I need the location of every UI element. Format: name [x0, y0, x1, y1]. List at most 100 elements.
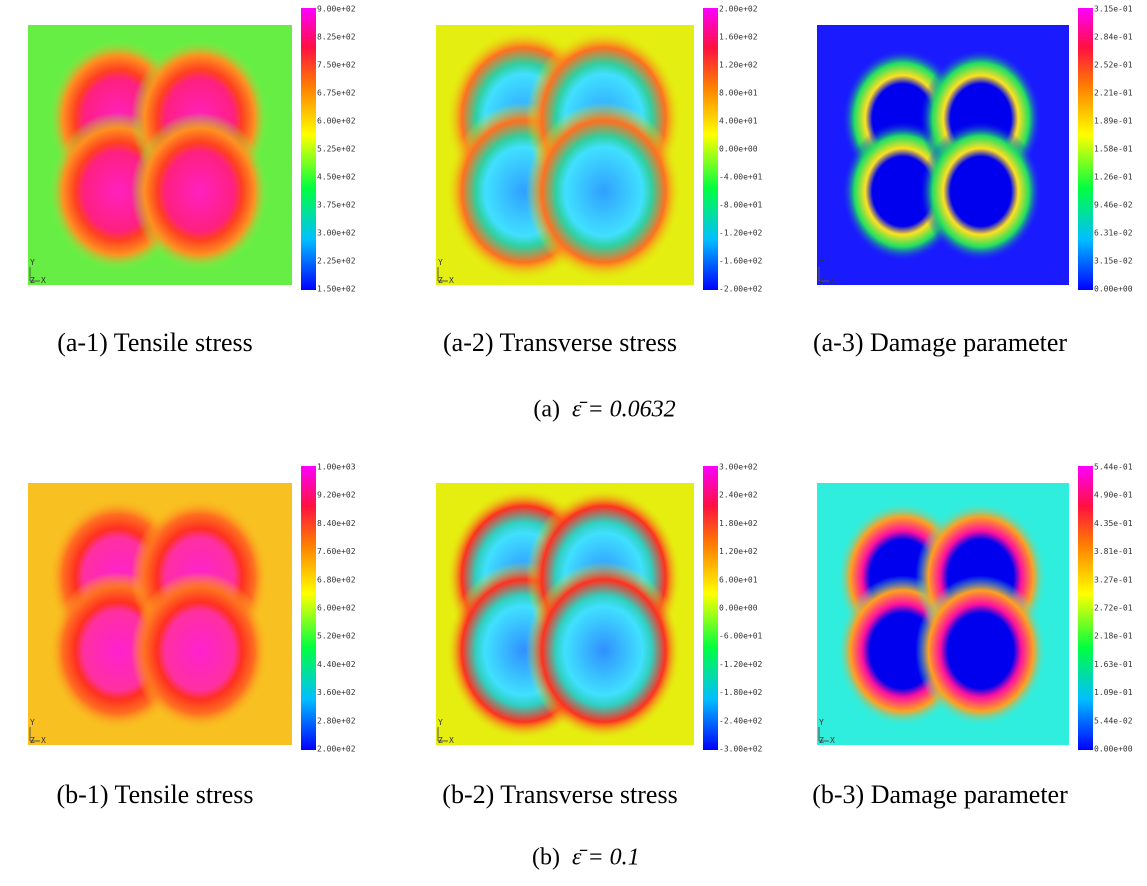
triad-label: Y [438, 718, 443, 727]
colorbar-label: 2.72e-01 [1094, 604, 1133, 613]
colorbar-label: 0.00e+00 [1094, 745, 1133, 754]
colorbar-label: 3.27e-01 [1094, 575, 1133, 584]
colorbar-label: 5.44e-01 [1094, 463, 1133, 472]
triad-label: X [449, 736, 454, 745]
colorbar-label: 2.18e-01 [1094, 632, 1133, 641]
colorbar-label: 5.44e-02 [1094, 716, 1133, 725]
colorbar-label: 1.50e+02 [317, 285, 356, 294]
colorbar-label: 0.00e+00 [1094, 285, 1133, 294]
triad-label: X [41, 736, 46, 745]
colorbar-label: 6.00e+01 [719, 575, 758, 584]
triad-label: Z [30, 276, 35, 285]
colorbar-label: 0.00e+00 [719, 145, 758, 154]
panel-caption: (a-2) Transverse stress [443, 328, 677, 357]
colorbar [1078, 466, 1093, 750]
colorbar-label: 3.00e+02 [317, 229, 356, 238]
colorbar-label: 6.31e-02 [1094, 229, 1133, 238]
colorbar-label: 0.00e+00 [719, 604, 758, 613]
colorbar-label: 4.40e+02 [317, 660, 356, 669]
colorbar-label: 1.09e-01 [1094, 688, 1133, 697]
colorbar-label: 2.80e+02 [317, 716, 356, 725]
triad-label: Z [30, 736, 35, 745]
triad-label: Z [819, 736, 824, 745]
colorbar-label: 1.58e-01 [1094, 145, 1133, 154]
stress-halo [526, 102, 681, 280]
colorbar-label: 8.40e+02 [317, 519, 356, 528]
colorbar-label: 8.25e+02 [317, 33, 356, 42]
row-strain: ε̄ = 0.1 [572, 845, 640, 871]
colorbar [301, 466, 316, 750]
colorbar-label: -4.00e+01 [719, 173, 763, 182]
panel-caption: (b-3) Damage parameter [812, 780, 1068, 809]
triad-label: Y [30, 258, 35, 267]
colorbar-label: 3.60e+02 [317, 688, 356, 697]
colorbar-label: -2.40e+02 [719, 716, 763, 725]
colorbar-label: -8.00e+01 [719, 201, 763, 210]
colorbar-label: 9.46e-02 [1094, 201, 1133, 210]
row-label: (b) [532, 845, 560, 871]
colorbar-label: 4.00e+01 [719, 117, 758, 126]
colorbar-label: 2.21e-01 [1094, 89, 1133, 98]
colorbar-label: -1.20e+02 [719, 229, 763, 238]
colorbar-label: 1.89e-01 [1094, 117, 1133, 126]
colorbar-label: 7.50e+02 [317, 61, 356, 70]
colorbar [703, 8, 718, 290]
triad-label: Z [819, 276, 824, 285]
triad-label: X [449, 276, 454, 285]
colorbar-label: 2.84e-01 [1094, 33, 1133, 42]
stress-halo [526, 562, 681, 740]
colorbar-label: -1.60e+02 [719, 257, 763, 266]
panel-caption: (a-3) Damage parameter [813, 328, 1067, 357]
triad-label: X [830, 276, 835, 285]
colorbar-label: 8.00e+01 [719, 89, 758, 98]
colorbar-label: 4.90e-01 [1094, 491, 1133, 500]
colorbar-label: 5.25e+02 [317, 145, 356, 154]
colorbar-label: 3.15e-01 [1094, 5, 1133, 14]
colorbar-label: 4.35e-01 [1094, 519, 1133, 528]
colorbar-label: 1.26e-01 [1094, 173, 1133, 182]
colorbar-label: 1.20e+02 [719, 547, 758, 556]
triad-label: Y [819, 258, 824, 267]
colorbar-label: 6.00e+02 [317, 604, 356, 613]
colorbar-label: 1.20e+02 [719, 61, 758, 70]
colorbar-label: 2.25e+02 [317, 257, 356, 266]
colorbar-label: -6.00e+01 [719, 632, 763, 641]
triad-label: X [830, 736, 835, 745]
colorbar-label: 3.00e+02 [719, 463, 758, 472]
colorbar [1078, 8, 1093, 290]
triad-label: Z [438, 736, 443, 745]
colorbar-label: 1.80e+02 [719, 519, 758, 528]
panel-caption: (b-1) Tensile stress [57, 780, 254, 809]
stress-halo [920, 122, 1041, 261]
panel-caption: (a-1) Tensile stress [57, 328, 253, 357]
colorbar-label: 2.40e+02 [719, 491, 758, 500]
colorbar-label: 2.52e-01 [1094, 61, 1133, 70]
colorbar-label: -2.00e+02 [719, 285, 763, 294]
colorbar-label: 1.60e+02 [719, 33, 758, 42]
colorbar-label: 6.75e+02 [317, 89, 356, 98]
figure: YZX9.00e+028.25e+027.50e+026.75e+026.00e… [0, 0, 1147, 886]
colorbar-label: 4.50e+02 [317, 173, 356, 182]
colorbar-label: 6.80e+02 [317, 575, 356, 584]
stress-halo [915, 575, 1046, 726]
row-strain: ε̄ = 0.0632 [572, 397, 676, 423]
colorbar-label: 7.60e+02 [317, 547, 356, 556]
colorbar-label: 2.00e+02 [317, 745, 356, 754]
colorbar-label: -1.80e+02 [719, 688, 763, 697]
colorbar-label: -3.00e+02 [719, 745, 763, 754]
colorbar-label: 9.20e+02 [317, 491, 356, 500]
colorbar-label: -1.20e+02 [719, 660, 763, 669]
colorbar-label: 2.00e+02 [719, 5, 758, 14]
colorbar-label: 3.81e-01 [1094, 547, 1133, 556]
row-label: (a) [533, 397, 560, 423]
colorbar-label: 9.00e+02 [317, 5, 356, 14]
stress-halo [131, 572, 268, 730]
triad-label: Y [438, 258, 443, 267]
triad-label: Y [30, 718, 35, 727]
colorbar-label: 1.63e-01 [1094, 660, 1133, 669]
colorbar-label: 3.75e+02 [317, 201, 356, 210]
triad-label: X [41, 276, 46, 285]
triad-label: Y [819, 718, 824, 727]
panel-caption: (b-2) Transverse stress [442, 780, 677, 809]
colorbar [301, 8, 316, 290]
